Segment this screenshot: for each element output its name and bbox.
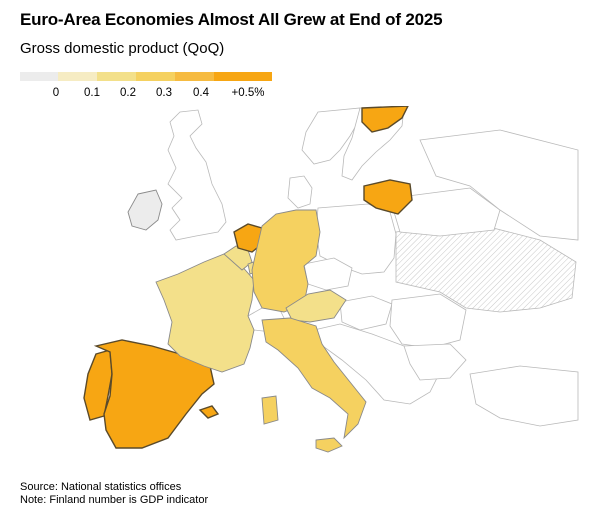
legend-swatch-0	[20, 72, 58, 81]
country-denmark	[287, 175, 313, 209]
europe-map	[83, 106, 579, 453]
legend-swatch-2	[97, 72, 136, 81]
country-romania	[389, 293, 467, 349]
footnotes: Source: National statistics offices Note…	[20, 481, 208, 507]
country-italy-sardinia	[261, 395, 279, 425]
legend-swatch-3	[136, 72, 175, 81]
country-germany	[251, 209, 321, 313]
legend-label-2: 0.2	[120, 87, 136, 99]
country-hungary	[339, 295, 393, 331]
country-uk	[167, 109, 227, 241]
legend-label-1: 0.1	[84, 87, 100, 99]
legend-label-5: +0.5%	[231, 87, 265, 99]
country-spain-islands	[198, 405, 220, 419]
country-belarus	[393, 187, 501, 237]
legend-label-3: 0.3	[156, 87, 172, 99]
footnote: Note: Finland number is GDP indicator	[20, 494, 209, 506]
legend-swatch-1	[58, 72, 97, 81]
chart-title: Euro-Area Economies Almost All Grew at E…	[20, 10, 443, 29]
country-turkey	[469, 365, 579, 427]
legend-swatch-5	[214, 72, 272, 81]
country-bulgaria	[403, 343, 467, 381]
country-italy-sicily	[315, 437, 343, 453]
country-russia	[419, 129, 579, 241]
non-euro-countries	[167, 107, 579, 427]
legend-label-4: 0.4	[193, 87, 209, 99]
legend-label-0: 0	[52, 87, 60, 99]
country-ukraine	[395, 221, 577, 313]
country-belgium	[223, 245, 253, 271]
euro-area-countries	[83, 106, 413, 453]
country-spain	[93, 339, 215, 449]
country-ireland	[127, 189, 163, 231]
chart-subtitle: Gross domestic product (QoQ)	[20, 40, 225, 57]
country-balkans	[313, 323, 441, 405]
country-lithuania	[363, 179, 413, 215]
source-note: Source: National statistics offices	[20, 481, 182, 493]
country-france	[155, 253, 255, 373]
legend-swatch-4	[175, 72, 214, 81]
country-finland	[361, 106, 409, 133]
country-italy	[261, 317, 367, 440]
color-legend: 0 0.1 0.2 0.3 0.4 +0.5%	[20, 72, 274, 102]
